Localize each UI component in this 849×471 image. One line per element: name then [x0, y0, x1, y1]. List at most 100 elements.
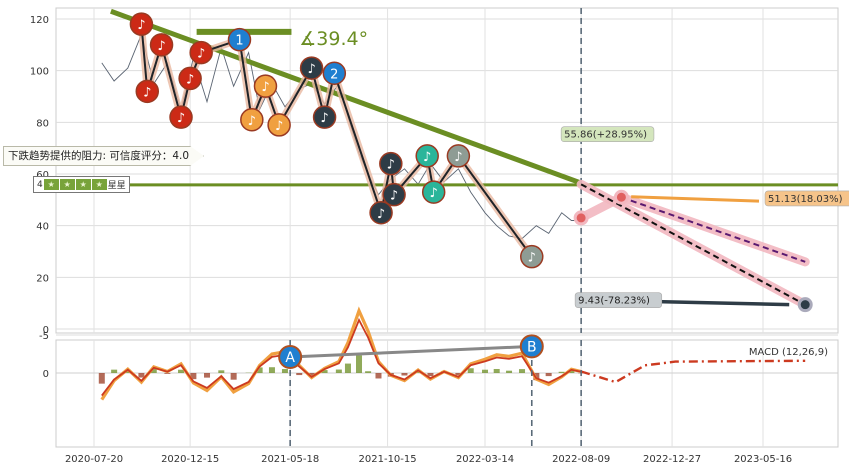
wave-marker-glyph: ♪: [157, 39, 165, 54]
price-y-tick-label: 60: [36, 170, 49, 181]
wave-marker: [299, 56, 324, 80]
macd-plot-area: [55, 339, 839, 448]
wave-marker: [379, 151, 403, 176]
wave-marker-glyph: ♪: [275, 119, 283, 134]
projection-mid-marker: [613, 189, 629, 205]
annotation-label: 9.43(-78.23%): [578, 296, 650, 307]
annotation-box: [560, 126, 655, 142]
wave-marker: [135, 79, 160, 104]
projection-dashed: [621, 196, 806, 263]
x-tick-label: 2021-10-15: [359, 454, 417, 465]
star-icon: ★: [91, 179, 107, 190]
wave-marker-glyph: ♪: [423, 150, 431, 165]
trend-angle-label: ∡39.4°: [299, 28, 368, 50]
macd-histogram-bar: [98, 373, 105, 384]
orange-arrow: [631, 195, 760, 203]
projection-end-marker: [797, 297, 813, 313]
macd-histogram-bar: [401, 373, 408, 376]
macd-histogram-bar: [427, 373, 434, 377]
macd-histogram-bar: [467, 368, 474, 373]
wave-marker: [421, 180, 446, 204]
wave-marker: [227, 27, 252, 52]
x-tick-label: 2020-12-15: [161, 454, 219, 465]
macd-histogram-bar: [296, 373, 303, 376]
macd-y-tick-label: -5: [39, 331, 49, 342]
wave-marker-glyph: ♪: [143, 85, 151, 100]
wave-marker-glyph: ♪: [430, 186, 438, 201]
wave-marker: [178, 66, 202, 91]
wave-marker-glyph: ♪: [261, 80, 269, 95]
macd-histogram-bar: [230, 373, 237, 380]
divergence-marker-label: B: [527, 339, 537, 355]
wave-marker-glyph: ♪: [528, 251, 536, 266]
wave-marker-glyph: ♪: [320, 111, 328, 126]
wave-marker: [520, 244, 544, 269]
x-tick-label: 2022-12-27: [643, 454, 701, 465]
star-icon: ★: [75, 179, 91, 190]
x-tick-label: 2023-05-16: [734, 454, 792, 465]
macd-histogram-bar: [519, 369, 526, 373]
macd-histogram-bar: [281, 369, 288, 373]
wave-marker-glyph: ♪: [137, 18, 145, 33]
macd-histogram-bar: [506, 370, 513, 373]
price-y-tick-label: 80: [36, 118, 49, 129]
macd-histogram-bar: [150, 368, 157, 373]
price-panel: 020406080100120 ∡39.4°♪♪♪♪♪♪1♪♪♪♪♪2♪♪♪♪♪…: [30, 7, 849, 336]
price-y-tick-label: 120: [30, 15, 49, 26]
divergence-marker: [519, 334, 544, 359]
wave-marker: [415, 144, 439, 168]
macd-histogram-bar: [365, 371, 372, 373]
confidence-stars: 4 ★ ★ ★ ★ 星星: [33, 176, 130, 193]
macd-histogram-bar: [344, 363, 351, 373]
wave-marker: [312, 105, 337, 129]
macd-histogram-bar: [493, 368, 500, 373]
wave-marker: [240, 108, 264, 132]
projection-dashed: [580, 183, 806, 306]
macd-histogram-bar: [335, 369, 342, 373]
wave-marker-glyph: ♪: [390, 189, 398, 204]
price-y-tick-label: 40: [36, 222, 49, 233]
macd-histogram-bar: [568, 370, 575, 373]
price-y-tick-label: 0: [43, 325, 49, 336]
macd-histogram-bar: [356, 355, 363, 373]
wave-marker-glyph: 2: [330, 67, 338, 82]
macd-histogram-bar: [256, 367, 263, 373]
x-tick-label: 2020-07-20: [65, 454, 123, 465]
macd-histogram-bar: [545, 373, 552, 377]
price-y-tick-label: 100: [30, 67, 49, 78]
wave-marker-glyph: ♪: [454, 150, 462, 165]
wave-marker-glyph: ♪: [307, 62, 315, 77]
resistance-trendline: [110, 8, 582, 186]
wave-marker-glyph: ♪: [186, 72, 194, 87]
wave-marker-glyph: ♪: [248, 114, 256, 129]
annotation-box: [764, 190, 849, 207]
macd-histogram-bar: [204, 373, 211, 378]
macd-panel: 0-5 AB: [39, 306, 839, 448]
macd-histogram-bar: [178, 369, 185, 373]
divergence-line: [290, 344, 532, 359]
wave-marker-glyph: ♪: [177, 111, 185, 126]
x-tick-label: 2022-03-14: [456, 454, 514, 465]
star-icon: ★: [43, 179, 59, 190]
macd-histogram-bar: [321, 370, 328, 373]
macd-histogram-bar: [218, 370, 225, 373]
wave-marker-glyph: ♪: [377, 207, 385, 222]
x-tick-label: 2021-05-18: [261, 454, 319, 465]
macd-histogram-bar: [375, 373, 382, 379]
signal-forecast-line: [580, 359, 806, 384]
macd-histogram-bar: [558, 371, 565, 373]
wave-marker: [446, 144, 471, 168]
wave-marker-glyph: ♪: [197, 47, 205, 62]
macd-histogram-bar: [455, 373, 462, 376]
stars-label: 星星: [107, 181, 126, 191]
wave-marker: [267, 113, 291, 137]
wave-marker: [253, 74, 278, 98]
macd-histogram-bar: [164, 373, 171, 374]
wave-marker: [169, 105, 193, 129]
wave-marker: [369, 201, 393, 225]
wave-marker: [382, 182, 406, 207]
macd-histogram-bar: [268, 367, 275, 373]
macd-legend: MACD (12,26,9): [749, 347, 828, 358]
stars-count: 4: [37, 179, 43, 190]
